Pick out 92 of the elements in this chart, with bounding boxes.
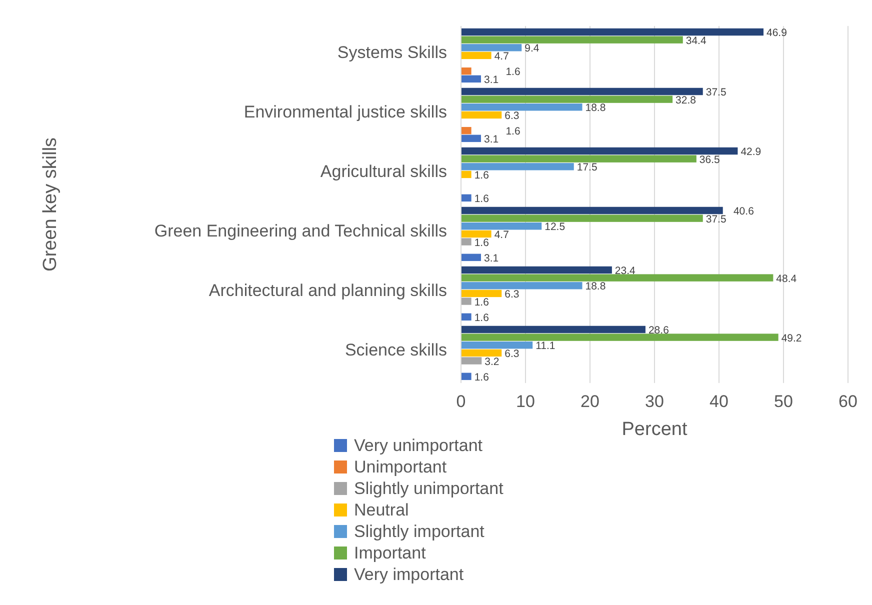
data-label: 46.9 (766, 27, 788, 40)
bar (461, 170, 472, 178)
bar (461, 206, 723, 214)
bar (461, 104, 582, 111)
data-label: 18.8 (585, 102, 606, 114)
data-label: 49.2 (781, 332, 802, 344)
x-axis-title: Percent (622, 419, 688, 440)
data-label: 1.6 (474, 236, 490, 249)
bar (461, 134, 481, 142)
bar (461, 313, 472, 321)
data-label: 1.6 (474, 170, 490, 182)
x-tick-label: 20 (580, 392, 600, 411)
legend-label: Slightly unimportant (354, 479, 504, 498)
bar (461, 147, 738, 155)
data-label: 36.5 (699, 154, 720, 166)
data-label: 23.4 (614, 265, 636, 278)
bar (461, 222, 542, 230)
data-label: 40.6 (733, 206, 754, 218)
bar (461, 282, 582, 290)
bar (461, 230, 492, 238)
data-label: 37.5 (706, 213, 726, 226)
bar (461, 67, 472, 75)
y-tick-label: Environmental justice skills (244, 102, 447, 122)
bar (461, 342, 533, 349)
data-label: 4.7 (494, 50, 510, 63)
data-label: 1.6 (474, 193, 490, 206)
bar (461, 326, 646, 334)
bar (461, 28, 764, 36)
data-label: 37.5 (706, 86, 726, 99)
y-tick-label: Science skills (344, 340, 447, 360)
y-tick-label: Systems Skills (337, 42, 447, 62)
data-label: 17.5 (576, 162, 598, 174)
x-tick-label: 10 (516, 392, 535, 411)
data-label: 1.6 (506, 66, 520, 78)
data-label: 3.1 (484, 74, 499, 86)
x-tick-label: 50 (774, 392, 793, 411)
bar (461, 126, 472, 134)
bar (461, 214, 703, 222)
data-label: 48.4 (776, 272, 797, 285)
legend-label: Very unimportant (354, 436, 483, 455)
data-label: 18.8 (585, 280, 606, 293)
y-tick-label: Green Engineering and Technical skills (154, 221, 447, 240)
legend-label: Slightly important (354, 522, 485, 541)
data-label: 34.4 (686, 34, 706, 47)
bar (461, 298, 472, 305)
bar (461, 44, 522, 52)
bar (461, 96, 673, 103)
y-axis-title: Green key skills (40, 137, 61, 272)
x-tick-label: 40 (710, 392, 728, 411)
data-label: 28.6 (648, 324, 670, 337)
data-label: 1.6 (506, 126, 520, 138)
data-label: 42.9 (740, 146, 762, 158)
data-label: 6.3 (504, 288, 520, 301)
data-label: 6.3 (504, 348, 520, 360)
bar (461, 163, 574, 170)
legend-label: Very important (354, 565, 464, 584)
bar (461, 357, 482, 364)
data-label: 1.6 (474, 372, 490, 384)
bar (461, 111, 502, 119)
x-tick-label: 0 (456, 392, 466, 411)
data-label: 3.1 (484, 252, 499, 265)
bar (461, 372, 472, 380)
bar (461, 52, 492, 60)
bar (461, 290, 502, 298)
data-label: 9.4 (524, 42, 540, 55)
y-tick-label: Architectural and planning skills (208, 280, 447, 300)
legend-label: Unimportant (354, 458, 447, 476)
data-label: 11.1 (536, 340, 556, 352)
data-label: 3.1 (484, 134, 499, 146)
bar (461, 266, 612, 274)
bar (461, 349, 502, 357)
bar (461, 75, 481, 83)
y-tick-label: Agricultural skills (320, 162, 447, 181)
data-label: 32.8 (676, 94, 696, 106)
x-tick-label: 30 (645, 392, 664, 411)
data-label: 1.6 (474, 296, 490, 308)
bar (461, 36, 683, 44)
legend-label: Neutral (354, 500, 409, 520)
bar (461, 254, 481, 262)
data-label: 12.5 (544, 221, 566, 234)
data-label: 4.7 (494, 229, 510, 242)
bar (461, 155, 696, 162)
legend-label: Important (354, 544, 426, 562)
bar (461, 238, 472, 246)
x-tick-label: 60 (838, 392, 858, 411)
data-label: 1.6 (474, 312, 490, 324)
bar (461, 274, 774, 282)
data-label: 3.2 (484, 356, 500, 368)
bar (461, 88, 703, 96)
bar (461, 334, 778, 341)
data-label: 6.3 (504, 110, 520, 122)
bar (461, 194, 472, 202)
